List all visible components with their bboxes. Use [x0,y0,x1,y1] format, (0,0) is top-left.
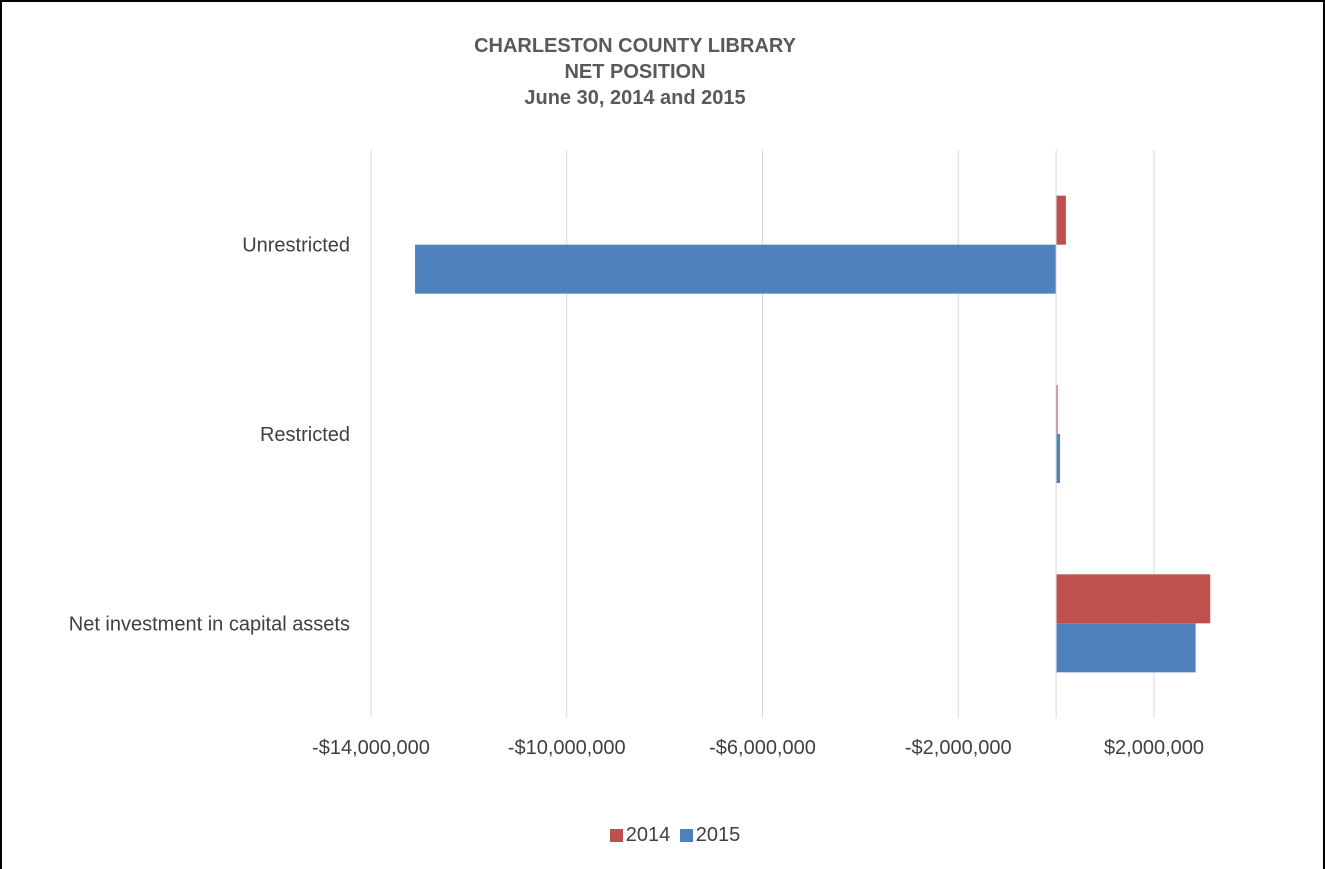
bar-2014 [1056,574,1210,623]
x-tick-label: -$14,000,000 [312,737,430,759]
legend-item-2014: 2014 [610,824,671,847]
y-category-label: Net investment in capital assets [69,613,350,635]
y-category-label: Restricted [260,424,350,446]
x-tick-label: $2,000,000 [1104,737,1204,759]
bar-2015 [415,245,1056,294]
legend-label-2014: 2014 [626,824,671,847]
legend-swatch-2014 [610,829,623,842]
y-category-label: Unrestricted [242,235,350,257]
x-tick-label: -$2,000,000 [905,737,1012,759]
legend-label-2015: 2015 [696,824,741,847]
legend-swatch-2015 [680,829,693,842]
bar-2015 [1056,623,1195,672]
x-tick-label: -$6,000,000 [709,737,816,759]
legend-item-2015: 2015 [680,824,741,847]
bar-2014 [1056,196,1066,245]
chart-legend: 2014 2015 [0,824,1325,848]
x-tick-label: -$10,000,000 [508,737,626,759]
bar-2015 [1056,434,1060,483]
